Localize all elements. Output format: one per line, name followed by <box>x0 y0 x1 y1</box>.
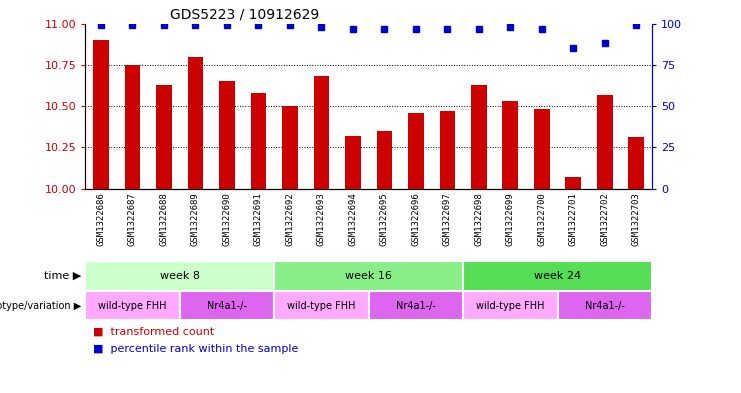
Text: GSM1322689: GSM1322689 <box>191 192 200 246</box>
Text: GSM1322696: GSM1322696 <box>411 192 420 246</box>
Bar <box>565 177 581 189</box>
Bar <box>124 65 140 189</box>
Text: genotype/variation ▶: genotype/variation ▶ <box>0 301 82 310</box>
Bar <box>179 291 274 320</box>
Text: GDS5223 / 10912629: GDS5223 / 10912629 <box>170 7 319 21</box>
Text: week 16: week 16 <box>345 271 392 281</box>
Text: ■  percentile rank within the sample: ■ percentile rank within the sample <box>93 344 298 354</box>
Text: ■  transformed count: ■ transformed count <box>93 326 214 336</box>
Text: GSM1322702: GSM1322702 <box>600 192 609 246</box>
Bar <box>534 109 550 189</box>
Text: GSM1322699: GSM1322699 <box>506 192 515 246</box>
Text: GSM1322694: GSM1322694 <box>348 192 357 246</box>
Text: GSM1322687: GSM1322687 <box>128 192 137 246</box>
Bar <box>597 95 613 189</box>
Bar <box>85 291 179 320</box>
Text: GSM1322693: GSM1322693 <box>317 192 326 246</box>
Text: wild-type FHH: wild-type FHH <box>99 301 167 310</box>
Bar <box>85 261 274 291</box>
Text: GSM1322700: GSM1322700 <box>537 192 546 246</box>
Bar <box>93 40 109 189</box>
Text: GSM1322691: GSM1322691 <box>254 192 263 246</box>
Bar <box>502 101 518 189</box>
Bar <box>219 81 235 189</box>
Text: GSM1322698: GSM1322698 <box>474 192 483 246</box>
Text: GSM1322688: GSM1322688 <box>159 192 168 246</box>
Bar <box>408 113 424 189</box>
Bar <box>282 106 298 189</box>
Text: GSM1322686: GSM1322686 <box>96 192 105 246</box>
Text: Nr4a1-/-: Nr4a1-/- <box>207 301 247 310</box>
Text: wild-type FHH: wild-type FHH <box>288 301 356 310</box>
Bar <box>557 291 652 320</box>
Bar <box>274 261 463 291</box>
Text: Nr4a1-/-: Nr4a1-/- <box>585 301 625 310</box>
Text: GSM1322697: GSM1322697 <box>443 192 452 246</box>
Bar <box>471 84 487 189</box>
Bar <box>369 291 463 320</box>
Bar <box>439 111 455 189</box>
Bar <box>313 76 329 189</box>
Bar <box>274 291 368 320</box>
Bar <box>345 136 361 189</box>
Bar <box>156 84 172 189</box>
Text: GSM1322703: GSM1322703 <box>632 192 641 246</box>
Text: week 8: week 8 <box>160 271 199 281</box>
Text: week 24: week 24 <box>534 271 581 281</box>
Text: GSM1322690: GSM1322690 <box>222 192 231 246</box>
Text: GSM1322695: GSM1322695 <box>380 192 389 246</box>
Bar <box>463 261 652 291</box>
Text: Nr4a1-/-: Nr4a1-/- <box>396 301 436 310</box>
Text: wild-type FHH: wild-type FHH <box>476 301 545 310</box>
Bar <box>250 93 266 189</box>
Bar <box>463 291 557 320</box>
Text: GSM1322701: GSM1322701 <box>569 192 578 246</box>
Bar <box>628 138 644 189</box>
Text: time ▶: time ▶ <box>44 271 82 281</box>
Bar <box>187 57 203 189</box>
Bar <box>376 131 392 189</box>
Text: GSM1322692: GSM1322692 <box>285 192 294 246</box>
